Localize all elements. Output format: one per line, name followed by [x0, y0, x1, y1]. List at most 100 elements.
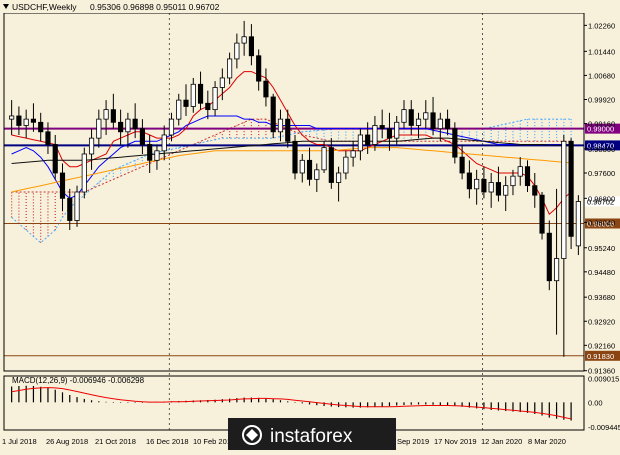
macd-bar: [570, 402, 572, 421]
candle-body: [103, 109, 109, 120]
candle-body: [401, 109, 407, 123]
macd-bar: [25, 385, 27, 403]
candle-body: [30, 118, 37, 123]
level-tag-4: [585, 350, 620, 361]
macd-bar: [90, 400, 93, 403]
candle-body: [423, 112, 429, 120]
candlesticks: [9, 20, 581, 357]
macd-bar: [221, 399, 223, 403]
y-tick-label: 0.99920: [588, 95, 615, 104]
y-tick-label: 0.92160: [588, 341, 615, 350]
macd-bar: [105, 401, 107, 403]
y-tick-label: 0.99160: [588, 120, 615, 129]
candle-body: [394, 121, 400, 139]
candle-body: [415, 118, 422, 126]
level-tag-0: [585, 123, 620, 134]
macd-bar: [98, 401, 100, 403]
watermark: instaforex: [228, 418, 396, 452]
macd-bar: [11, 386, 13, 403]
ma_long-line: [11, 137, 572, 164]
candle-body: [495, 182, 502, 196]
macd-bar: [388, 402, 391, 407]
candle-body: [524, 166, 531, 187]
macd-bar: [272, 399, 274, 403]
candle-body: [546, 232, 552, 282]
candle-body: [212, 87, 218, 111]
x-tick-label: 8 Mar 2020: [528, 437, 566, 446]
macd-bar: [69, 394, 71, 403]
macd-bar: [243, 397, 245, 403]
candle-body: [9, 115, 15, 120]
kijun-line: [11, 71, 572, 216]
ma_orange-line: [11, 147, 572, 193]
macd-bar: [359, 402, 361, 408]
candle-body: [38, 121, 44, 133]
candle-body: [168, 118, 175, 136]
macd-signal-line: [11, 387, 572, 420]
level-label-2: 0.96702: [587, 197, 614, 206]
candle-body: [336, 172, 342, 183]
candle-body: [285, 118, 291, 142]
candle-body: [23, 118, 29, 126]
candle-body: [350, 150, 356, 158]
macd-bar: [367, 402, 369, 408]
y-tick-label: 0.98360: [588, 145, 615, 154]
level-label-4: 0.91830: [587, 352, 614, 361]
macd-tick-label: 0.009015: [588, 375, 619, 384]
candle-body: [437, 118, 443, 130]
candle-body: [445, 118, 451, 130]
dropdown-triangle-icon[interactable]: [3, 4, 9, 9]
candle-body: [227, 58, 233, 79]
candle-body: [241, 36, 247, 44]
instaforex-logo-mark: [246, 429, 258, 441]
macd-bar: [47, 387, 49, 403]
instaforex-logo-icon: [242, 425, 262, 445]
candle-body: [299, 159, 305, 174]
candle-body: [452, 128, 458, 158]
macd-bar: [505, 402, 507, 412]
level-tag-1: [585, 140, 620, 151]
y-tick-label: 0.93680: [588, 293, 615, 302]
candle-body: [45, 131, 51, 145]
y-tick-label: 0.91360: [588, 367, 615, 376]
candle-body: [118, 121, 124, 133]
candle-body: [52, 144, 58, 174]
candle-body: [88, 137, 95, 155]
candle-body: [408, 109, 414, 126]
macd-bar: [294, 402, 296, 403]
y-tick-label: 0.94480: [588, 268, 615, 277]
macd-panel: 0.009015 0.00 -0.009445: [11, 375, 620, 432]
macd-bar: [534, 402, 536, 414]
candle-body: [343, 156, 349, 174]
candle-body: [292, 140, 298, 174]
level-tag-3: [585, 218, 620, 229]
candle-body: [503, 185, 509, 196]
macd-bar: [476, 402, 478, 409]
macd-tick-label: 0.00: [588, 398, 603, 407]
macd-bar: [461, 402, 463, 407]
macd-bar: [381, 402, 383, 407]
candle-body: [205, 102, 211, 111]
candle-body: [379, 125, 385, 130]
candle-body: [154, 150, 160, 161]
indicator-lines: [11, 71, 572, 216]
macd-bar: [403, 402, 405, 405]
candle-body: [277, 118, 284, 133]
macd-bar: [236, 398, 238, 403]
macd-bar: [32, 386, 35, 403]
candle-body: [386, 128, 393, 139]
candle-body: [139, 128, 145, 145]
macd-bar: [548, 402, 550, 418]
macd-bar: [352, 402, 354, 408]
macd-bar: [483, 402, 485, 410]
macd-tick-label: -0.009445: [588, 423, 620, 432]
watermark-text: instaforex: [270, 426, 353, 447]
y-tick-label: 0.97600: [588, 169, 615, 178]
macd-bar: [541, 402, 543, 416]
candle-body: [532, 185, 538, 196]
candle-body: [161, 134, 167, 152]
candle-body: [430, 112, 436, 130]
candle-body: [147, 144, 153, 161]
candle-body: [459, 156, 465, 174]
candle-body: [270, 96, 276, 133]
